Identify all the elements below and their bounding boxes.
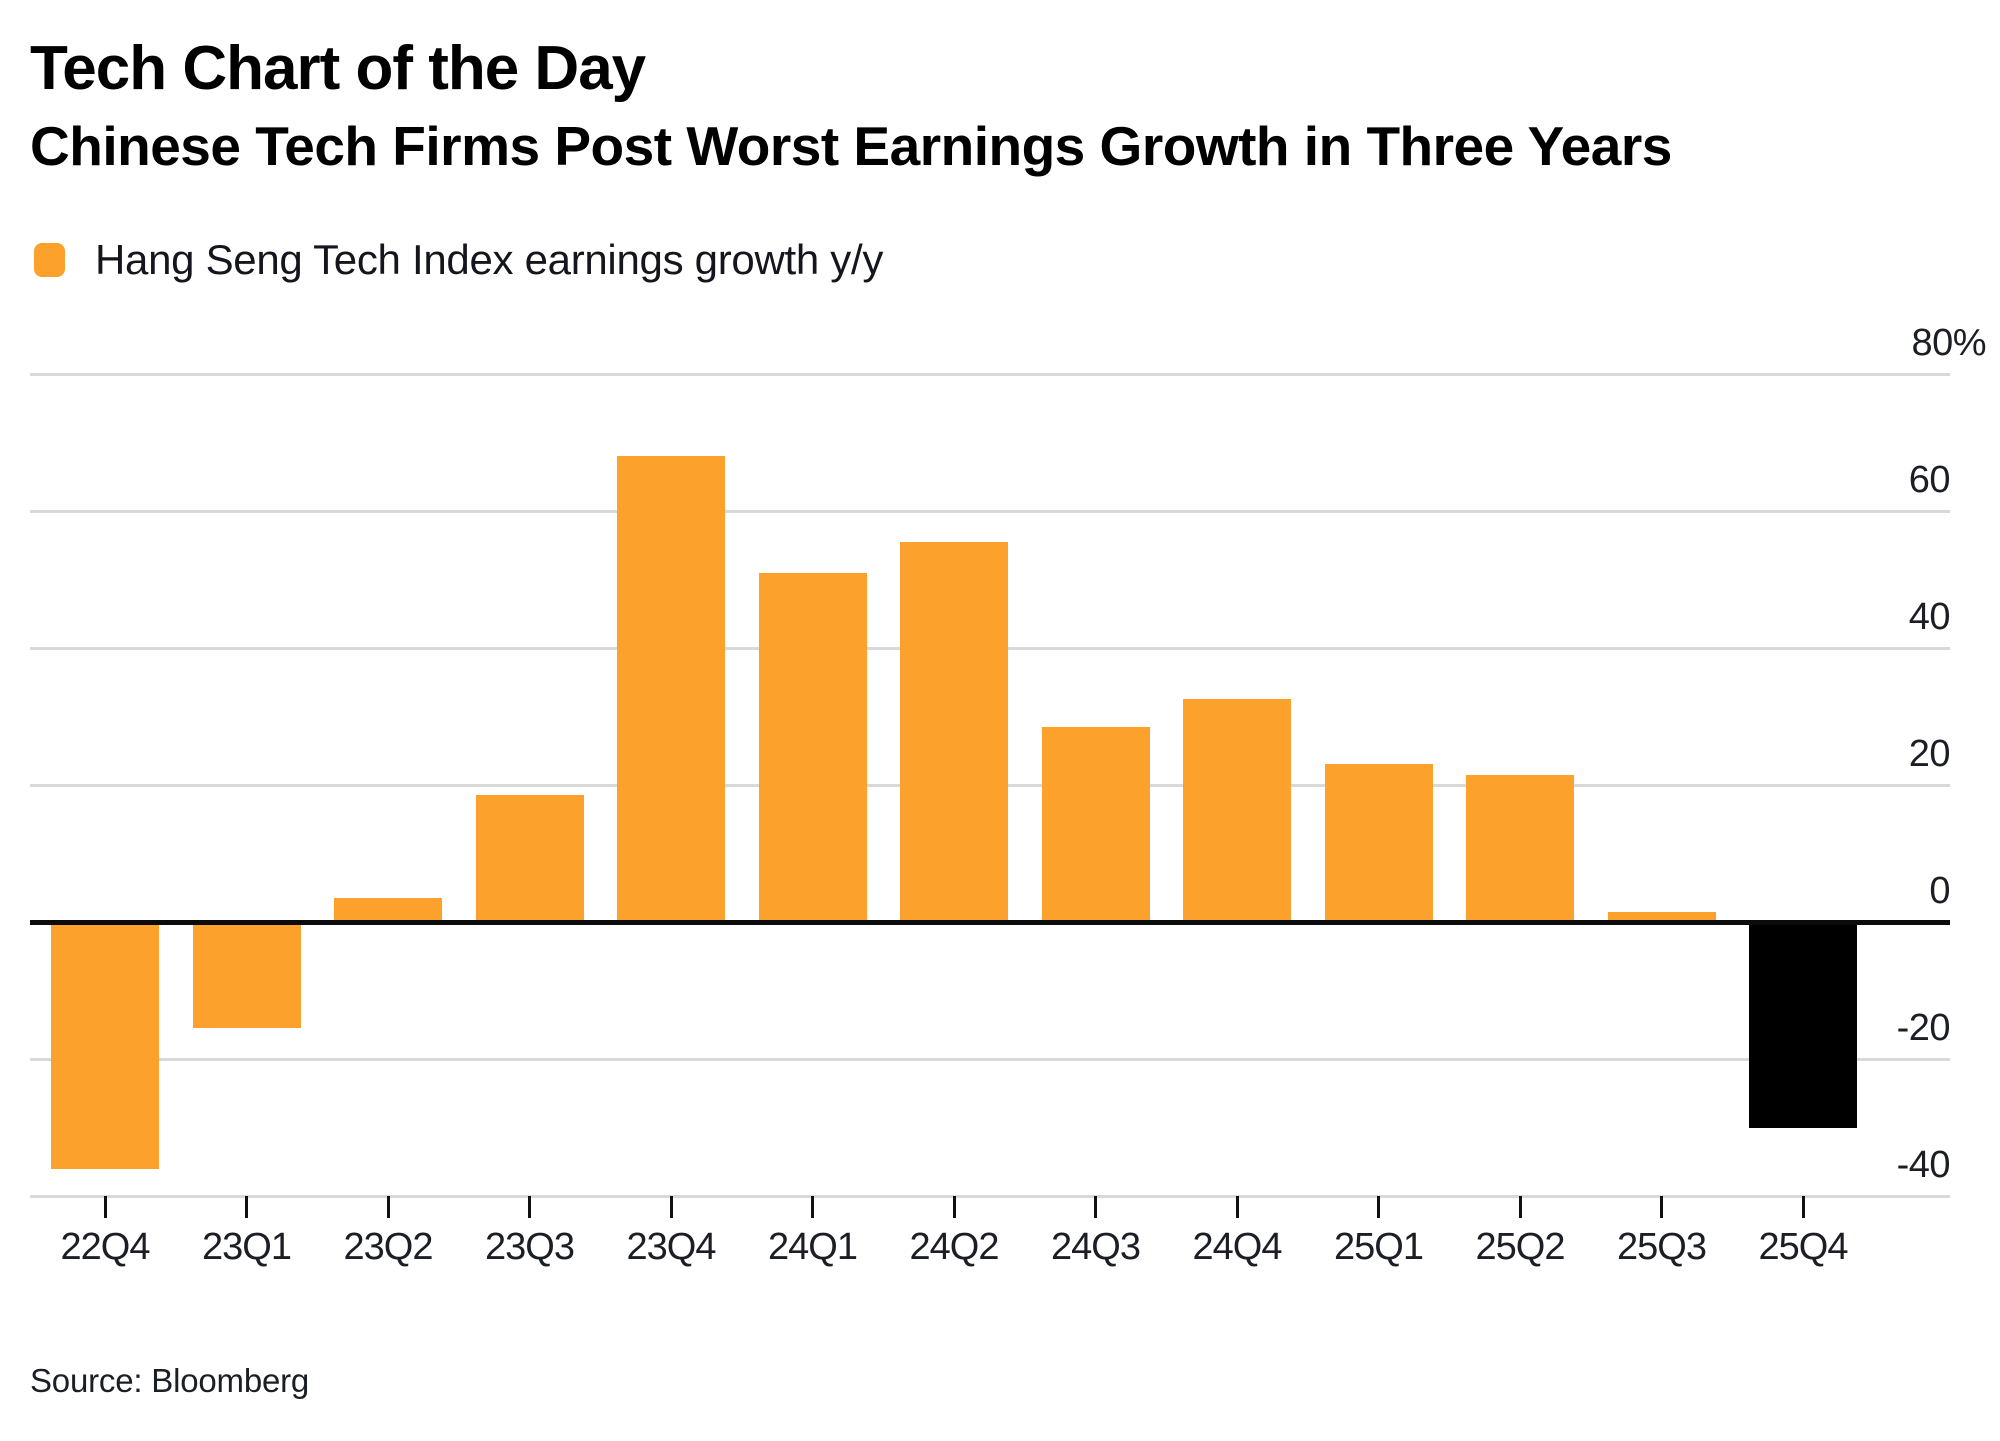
zero-baseline: [30, 920, 1950, 925]
x-axis-label-23Q2: 23Q2: [343, 1226, 434, 1268]
x-axis-label-23Q1: 23Q1: [202, 1226, 292, 1268]
legend-swatch-icon: [34, 243, 65, 277]
y-axis-label-60: 60: [1908, 459, 1951, 501]
x-axis-label-25Q4: 25Q4: [1758, 1226, 1849, 1268]
x-axis-label-22Q4: 22Q4: [60, 1226, 151, 1268]
bar-24Q1: [758, 572, 867, 922]
bar-23Q1: [192, 922, 301, 1029]
x-tick-24Q4: [1235, 1196, 1239, 1218]
source-note: Source: Bloomberg: [30, 1362, 310, 1399]
bar-25Q1: [1324, 764, 1433, 922]
y-axis-label--40: -40: [1896, 1144, 1951, 1186]
x-axis-label-24Q4: 24Q4: [1192, 1226, 1283, 1268]
y-axis-label-80pct: 80%: [1911, 322, 1986, 364]
x-tick-24Q1: [811, 1196, 814, 1218]
x-tick-25Q2: [1518, 1196, 1522, 1218]
gridline-80: [30, 373, 1950, 376]
y-axis-label-40: 40: [1908, 596, 1951, 638]
x-axis-label-25Q1: 25Q1: [1334, 1226, 1424, 1268]
bar-23Q2: [334, 898, 442, 922]
x-axis-label-23Q4: 23Q4: [626, 1226, 717, 1268]
bar-25Q4: [1749, 922, 1857, 1128]
y-axis-label--20: -20: [1896, 1007, 1951, 1049]
x-axis-line: [30, 1195, 1950, 1198]
gridline--20: [30, 1058, 1950, 1061]
bar-23Q4: [617, 456, 725, 922]
chart-kicker-title: Tech Chart of the Day: [30, 34, 646, 103]
y-axis-label-20: 20: [1908, 733, 1951, 775]
x-tick-22Q4: [103, 1196, 107, 1218]
x-tick-25Q4: [1801, 1196, 1805, 1218]
gridline-60: [30, 510, 1950, 513]
x-axis-label-24Q3: 24Q3: [1051, 1226, 1141, 1268]
x-tick-24Q3: [1094, 1196, 1097, 1218]
bar-25Q3: [1607, 911, 1716, 922]
x-axis-label-24Q1: 24Q1: [768, 1226, 858, 1268]
x-axis-label-24Q2: 24Q2: [909, 1226, 1000, 1268]
bar-22Q4: [51, 922, 159, 1169]
bar-23Q3: [475, 795, 584, 922]
x-axis-label-25Q3: 25Q3: [1617, 1226, 1707, 1268]
legend-label: Hang Seng Tech Index earnings growth y/y: [95, 236, 884, 283]
bar-24Q2: [900, 541, 1008, 922]
x-tick-23Q3: [528, 1196, 531, 1218]
x-tick-25Q1: [1377, 1196, 1380, 1218]
bar-24Q4: [1183, 699, 1291, 922]
x-tick-25Q3: [1660, 1196, 1663, 1218]
x-axis-label-25Q2: 25Q2: [1475, 1226, 1566, 1268]
bar-25Q2: [1466, 774, 1574, 922]
x-axis-label-23Q3: 23Q3: [485, 1226, 575, 1268]
legend: Hang Seng Tech Index earnings growth y/y: [34, 236, 883, 283]
bar-24Q3: [1041, 726, 1150, 922]
x-tick-23Q2: [386, 1196, 390, 1218]
x-tick-24Q2: [952, 1196, 956, 1218]
x-tick-23Q4: [669, 1196, 673, 1218]
x-tick-23Q1: [245, 1196, 248, 1218]
y-axis-label-0: 0: [1929, 870, 1950, 912]
chart-headline: Chinese Tech Firms Post Worst Earnings G…: [30, 115, 1672, 177]
